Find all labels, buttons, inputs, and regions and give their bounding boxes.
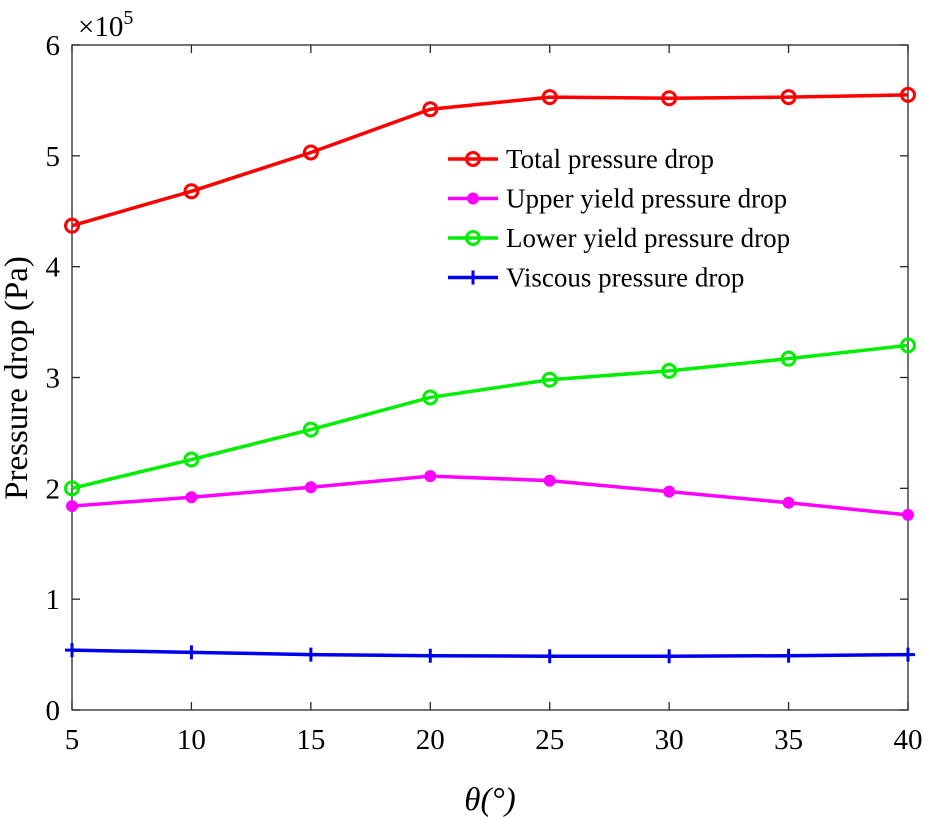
legend-label: Lower yield pressure drop	[506, 223, 790, 253]
data-point-total-pressure-drop	[541, 89, 558, 106]
data-point-upper-yield-pressure-drop	[304, 481, 317, 494]
x-axis-label: θ(°)	[464, 782, 515, 817]
data-point-upper-yield-pressure-drop	[902, 508, 914, 521]
x-tick-label: 30	[655, 724, 684, 756]
data-point-total-pressure-drop	[661, 90, 678, 107]
data-point-lower-yield-pressure-drop	[900, 337, 916, 354]
legend: Total pressure drop Upper yield pressure …	[448, 144, 790, 293]
y-tick-label: 4	[46, 252, 61, 284]
data-point-viscous-pressure-drop	[184, 645, 199, 660]
y-tick-label: 0	[46, 695, 61, 727]
legend-swatch-marker	[465, 230, 481, 246]
y-exponent-base: ×10	[78, 11, 123, 43]
data-point-total-pressure-drop	[302, 144, 319, 161]
legend-label: Total pressure drop	[506, 144, 714, 174]
x-tick-label: 15	[296, 724, 325, 756]
data-point-lower-yield-pressure-drop	[302, 421, 319, 438]
y-axis-label: Pressure drop (Pa)	[0, 256, 35, 500]
y-exponent-power: 5	[123, 7, 133, 29]
y-exponent-label: ×105	[78, 7, 133, 43]
data-point-lower-yield-pressure-drop	[422, 389, 439, 406]
data-point-viscous-pressure-drop	[303, 647, 318, 662]
y-tick-label: 2	[46, 473, 61, 505]
data-point-viscous-pressure-drop	[662, 649, 677, 664]
data-point-lower-yield-pressure-drop	[780, 350, 797, 367]
series-viscous-pressure-drop	[65, 643, 915, 664]
data-point-upper-yield-pressure-drop	[185, 491, 198, 504]
data-point-total-pressure-drop	[64, 217, 80, 234]
series-total-pressure-drop	[64, 86, 916, 234]
series-upper-yield-pressure-drop	[66, 470, 914, 521]
series-line-upper-yield-pressure-drop	[71, 474, 909, 517]
data-point-upper-yield-pressure-drop	[663, 485, 676, 498]
x-tick-label: 35	[774, 724, 803, 756]
x-tick-label: 10	[177, 724, 206, 756]
x-tick-label: 40	[894, 724, 923, 756]
data-point-total-pressure-drop	[422, 101, 439, 118]
data-point-upper-yield-pressure-drop	[424, 470, 437, 483]
x-tick-label: 5	[65, 724, 80, 756]
y-tick-label: 6	[46, 30, 61, 62]
series-lower-yield-pressure-drop	[64, 337, 916, 497]
data-point-viscous-pressure-drop	[781, 648, 796, 663]
data-point-viscous-pressure-drop	[65, 643, 79, 658]
data-point-lower-yield-pressure-drop	[183, 451, 200, 468]
legend-entry-upper-yield-pressure-drop: Upper yield pressure drop	[448, 184, 787, 214]
series-line-viscous-pressure-drop	[71, 648, 909, 658]
legend-swatch-marker	[466, 270, 480, 285]
data-point-lower-yield-pressure-drop	[661, 362, 678, 379]
legend-entry-viscous-pressure-drop: Viscous pressure drop	[448, 263, 744, 293]
data-point-total-pressure-drop	[183, 183, 200, 200]
data-point-total-pressure-drop	[780, 89, 797, 106]
y-tick-label: 3	[46, 363, 61, 395]
legend-entry-total-pressure-drop: Total pressure drop	[448, 144, 714, 174]
x-tick-label: 25	[535, 724, 564, 756]
axis-ticks: 5 10 15 20 25 30 35 40 0 1 2 3 4 5 6	[46, 30, 923, 756]
data-point-viscous-pressure-drop	[423, 648, 438, 663]
y-tick-label: 5	[46, 141, 61, 173]
x-tick-label: 20	[416, 724, 445, 756]
data-series	[64, 86, 916, 664]
data-point-upper-yield-pressure-drop	[543, 474, 556, 487]
data-point-lower-yield-pressure-drop	[64, 480, 80, 497]
y-tick-label: 1	[46, 584, 61, 616]
data-point-upper-yield-pressure-drop	[782, 496, 795, 509]
data-point-lower-yield-pressure-drop	[541, 371, 558, 388]
data-point-upper-yield-pressure-drop	[66, 500, 78, 513]
legend-swatch-marker	[465, 151, 481, 167]
legend-entry-lower-yield-pressure-drop: Lower yield pressure drop	[448, 223, 790, 253]
data-point-viscous-pressure-drop	[542, 649, 557, 664]
legend-label: Upper yield pressure drop	[506, 184, 787, 214]
series-line-total-pressure-drop	[71, 93, 909, 228]
series-line-lower-yield-pressure-drop	[71, 343, 909, 491]
legend-label: Viscous pressure drop	[506, 263, 744, 293]
data-point-viscous-pressure-drop	[901, 647, 915, 662]
legend-swatch-marker	[467, 192, 479, 205]
data-point-total-pressure-drop	[900, 86, 916, 103]
